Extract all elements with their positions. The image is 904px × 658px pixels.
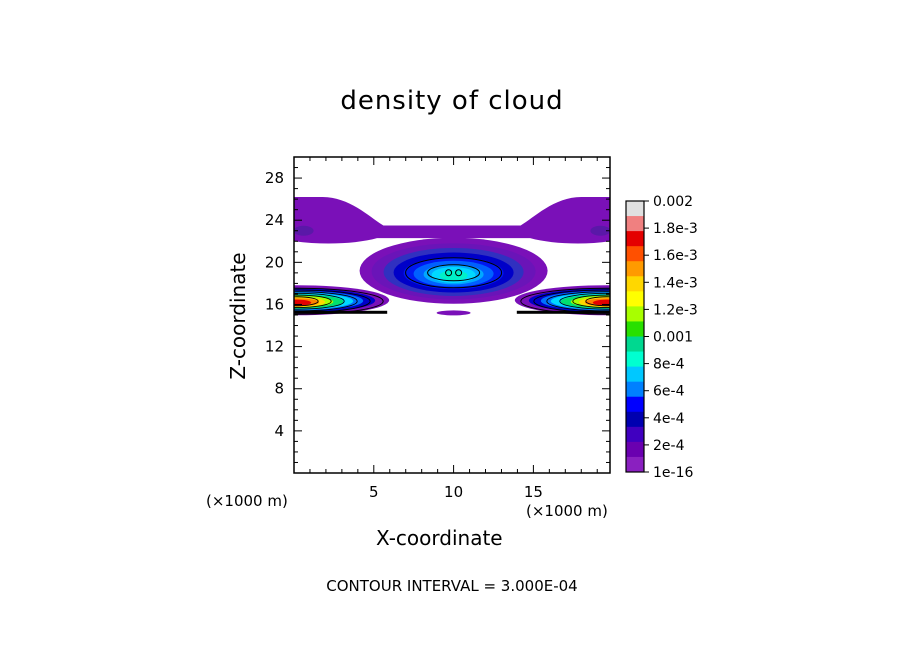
- colorbar-swatch: [626, 351, 644, 368]
- right-cloud-contour: [585, 296, 610, 307]
- y-tick-label: 28: [265, 169, 284, 187]
- right-cloud-base: [516, 310, 610, 314]
- colorbar-swatch: [626, 456, 644, 473]
- colorbar-swatch: [626, 396, 644, 413]
- upper-cloud-band: [294, 197, 610, 244]
- x-unit-label-right: (×1000 m): [526, 502, 608, 520]
- y-tick-label: 20: [265, 253, 284, 271]
- core-peak-marker: [455, 269, 463, 277]
- colorbar-label: 2e-4: [653, 438, 685, 454]
- colorbar-swatch: [626, 261, 644, 277]
- colorbar-label: 1e-16: [653, 465, 693, 481]
- left-cloud-base: [294, 310, 388, 314]
- upper-right-patch: [590, 225, 610, 236]
- colorbar-label: 0.001: [653, 330, 693, 346]
- x-axis-label: X-coordinate: [376, 526, 503, 550]
- left-cloud-contour: [294, 294, 332, 308]
- colorbar-label: 1.8e-3: [653, 221, 698, 237]
- colorbar-label: 6e-4: [653, 384, 685, 400]
- x-tick-label: 15: [524, 483, 543, 501]
- colorbar-swatch: [626, 336, 644, 353]
- y-axis-label: Z-coordinate: [226, 252, 250, 380]
- colorbar-swatch: [626, 246, 644, 262]
- left-cloud-contour: [294, 296, 319, 307]
- colorbar-swatch: [626, 306, 644, 322]
- colorbar-swatch: [626, 441, 644, 458]
- y-tick-label: 8: [274, 380, 284, 398]
- colorbar-swatch: [626, 411, 644, 428]
- colorbar-swatch: [626, 231, 644, 247]
- colorbar-swatch: [626, 201, 644, 217]
- left-cloud-contour: [294, 287, 384, 315]
- colorbar-label: 1.6e-3: [653, 248, 698, 264]
- y-tick-label: 4: [274, 422, 284, 440]
- colorbar-swatch: [626, 276, 644, 292]
- x-tick-label: 10: [444, 483, 463, 501]
- left-cloud-contour: [294, 292, 345, 310]
- colorbar-label: 0.002: [653, 194, 693, 210]
- chart-title: density of cloud: [340, 86, 564, 116]
- core-contour-line: [405, 257, 503, 289]
- right-cloud-contour: [520, 287, 610, 315]
- y-tick-label: 12: [265, 338, 284, 356]
- colorbar-label: 4e-4: [653, 411, 685, 427]
- x-tick-label: 5: [369, 483, 379, 501]
- colorbar-label: 8e-4: [653, 357, 685, 373]
- y-axis-ticks: 4 8 12 16 20 24 28: [265, 167, 610, 463]
- colorbar-swatch: [626, 381, 644, 398]
- x-unit-label-left: (×1000 m): [206, 492, 288, 510]
- core-contour-line-inner: [427, 264, 481, 282]
- y-tick-label: 24: [265, 211, 284, 229]
- colorbar-swatch: [626, 321, 644, 337]
- y-tick-label: 16: [265, 295, 284, 313]
- right-cloud-contour: [572, 294, 610, 308]
- contour-interval-note: CONTOUR INTERVAL = 3.000E-04: [326, 577, 578, 595]
- colorbar-label: 1.2e-3: [653, 302, 698, 318]
- core-level-8: [439, 270, 468, 281]
- core-peak-marker: [445, 269, 453, 277]
- contour-fills: [294, 197, 610, 316]
- x-axis-ticks: 5 10 15: [309, 157, 598, 501]
- colorbar-label: 1.4e-3: [653, 275, 698, 291]
- colorbar: 0.002 1.8e-3 1.6e-3 1.4e-3 1.2e-3 0.001 8e-4 6e…: [625, 194, 698, 481]
- colorbar-swatch: [626, 291, 644, 307]
- colorbar-swatch: [626, 366, 644, 383]
- small-patch: [436, 310, 471, 316]
- upper-left-patch: [294, 225, 314, 236]
- colorbar-swatch: [626, 426, 644, 443]
- colorbar-swatch: [626, 216, 644, 232]
- right-cloud-contour: [559, 292, 610, 310]
